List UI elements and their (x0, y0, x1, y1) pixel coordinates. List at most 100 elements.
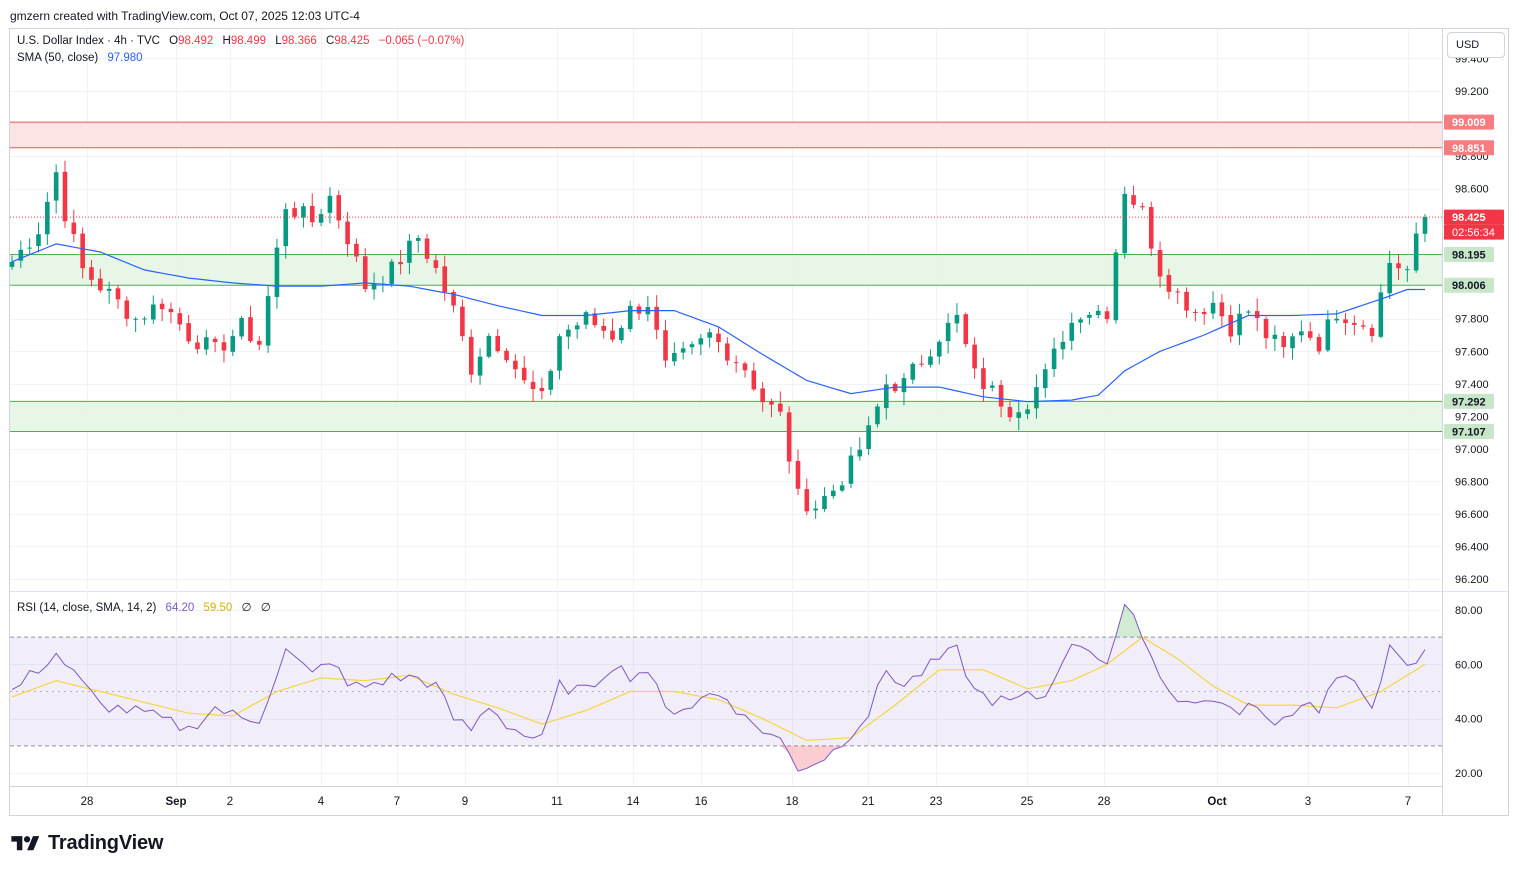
candle-body (460, 306, 465, 337)
candle-body (424, 238, 430, 259)
candle-body (45, 201, 50, 235)
candle-body (186, 323, 191, 342)
candle-body (1025, 409, 1030, 414)
resistance-price-label: 98.851 (1452, 143, 1486, 155)
rsi-oversold-fill (842, 745, 851, 747)
candle-body (495, 336, 501, 352)
high-value: 98.499 (230, 35, 266, 47)
support-price-label-bg (1444, 393, 1494, 409)
candle-body (857, 449, 863, 457)
candle-body (468, 336, 474, 375)
resistance-price-label: 99.009 (1452, 117, 1486, 129)
candle-body (274, 247, 280, 297)
support-price-label: 97.107 (1452, 426, 1486, 438)
candle-body (354, 243, 359, 257)
candle-body (1343, 319, 1348, 324)
candle-body (1422, 217, 1428, 234)
rsi-tick-label: 60.00 (1455, 659, 1483, 671)
candle-body (248, 317, 253, 342)
last-price-label-bg (1444, 209, 1504, 225)
candle-body (1387, 262, 1392, 294)
candle-body (769, 401, 774, 405)
rsi-oversold-fill (806, 745, 816, 769)
candle-body (548, 370, 554, 390)
candle-body (672, 352, 677, 362)
candle-body (1175, 291, 1181, 293)
tradingview-logo: TradingView (10, 832, 163, 855)
price-tick-label: 97.400 (1455, 379, 1489, 391)
candle-body (627, 305, 633, 330)
candle-body (256, 340, 262, 345)
candle-body (1140, 206, 1145, 208)
candle-body (486, 335, 492, 357)
candle-body (972, 344, 977, 369)
candle-body (1051, 348, 1057, 370)
time-tick-label: Oct (1207, 796, 1226, 808)
candle-body (583, 312, 589, 325)
rsi-line (11, 603, 1426, 772)
candle-body (1228, 315, 1234, 337)
candle-body (168, 308, 174, 313)
chart-frame (9, 28, 1509, 816)
candle-body (795, 460, 801, 489)
candle-body (62, 171, 68, 222)
rsi-ma-value: 59.50 (203, 602, 233, 614)
countdown-label-bg (1444, 224, 1504, 240)
candle-body (1095, 310, 1101, 316)
rsi-oversold-fill (824, 745, 834, 761)
candle-body (1016, 412, 1022, 418)
time-tick-label: 18 (786, 796, 799, 808)
rsi-legend: RSI (14, close, SMA, 14, 2) 64.20 59.50 … (17, 600, 273, 614)
candle-body (1166, 275, 1172, 292)
chart-credit: gmzern created with TradingView.com, Oct… (10, 9, 360, 23)
support-price-label-bg (1444, 246, 1494, 262)
candle-body (221, 342, 227, 351)
candle-body (813, 508, 818, 511)
countdown-label: 02:56:34 (1452, 227, 1495, 239)
candle-body (1413, 233, 1419, 271)
rsi-oversold-fill (815, 745, 825, 764)
candle-body (936, 341, 942, 357)
candle-body (566, 329, 571, 337)
time-tick-label: 2 (227, 796, 233, 808)
time-tick-label: 21 (862, 796, 875, 808)
time-tick-label: 23 (930, 796, 943, 808)
rsi-na-1: ∅ (241, 602, 252, 614)
sma-value: 97.980 (107, 52, 143, 64)
rsi-oversold-fill (780, 745, 790, 754)
candle-body (1184, 291, 1189, 311)
price-tick-label: 96.200 (1455, 574, 1489, 586)
candle-body (283, 209, 289, 247)
candle-body (292, 208, 297, 217)
candle-body (309, 205, 315, 223)
candle-body (1396, 263, 1401, 269)
candle-body (159, 303, 165, 310)
candle-body (1281, 336, 1286, 348)
candle-body (530, 381, 536, 390)
resistance-price-label-bg (1444, 114, 1494, 130)
currency-button[interactable]: USD (1447, 32, 1505, 58)
rsi-label: RSI (14, close, SMA, 14, 2) (17, 602, 157, 614)
resistance-zone (10, 122, 1442, 148)
support-price-label: 98.195 (1452, 249, 1486, 261)
candle-body (1193, 311, 1198, 313)
candle-body (1352, 322, 1357, 325)
time-tick-label: 16 (695, 796, 708, 808)
candle-body (1237, 313, 1242, 336)
candle-body (663, 330, 668, 361)
candle-body (698, 338, 704, 345)
candle-body (610, 330, 615, 340)
candle-body (477, 356, 483, 376)
price-tick-label: 97.200 (1455, 411, 1489, 423)
candle-body (415, 237, 421, 241)
candle-body (1307, 331, 1313, 338)
support-zone (10, 401, 1442, 432)
candle-body (901, 378, 907, 393)
candle-body (115, 288, 121, 300)
candle-body (98, 278, 103, 291)
candle-body (1299, 331, 1304, 336)
candle-body (18, 249, 24, 261)
candle-body (1405, 269, 1410, 271)
candle-body (1369, 327, 1375, 337)
